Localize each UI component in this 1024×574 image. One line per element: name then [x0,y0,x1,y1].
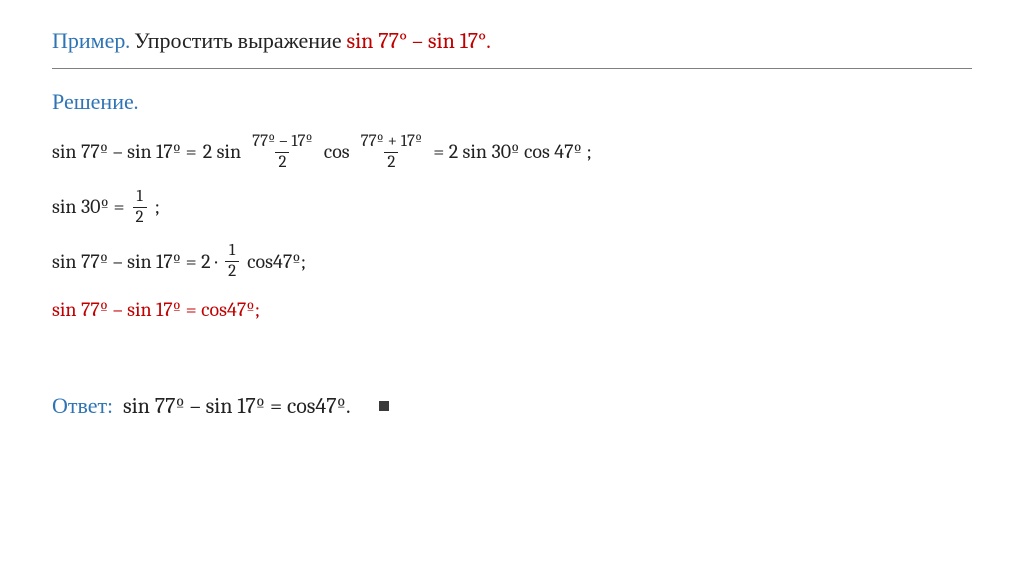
frac-den: 2 [225,261,239,281]
example-prompt: Упростить выражение [134,28,346,54]
answer-label: Ответ: [52,393,113,419]
qed-square-icon [379,401,389,411]
step-1-result: = 2 sin 30º cos 47º ; [433,139,592,165]
example-title: Пример. Упростить выражение sin 77° – si… [52,28,972,54]
step-4-text: sin 77º – sin 17º = cos47º; [52,297,260,323]
frac-den: 2 [384,152,398,172]
step-2-lhs: sin 30º = [52,194,125,220]
step-1-lhs: sin 77º – sin 17º = [52,139,197,165]
example-expression: sin 77° – sin 17°. [346,28,490,54]
step-2: sin 30º = 1 2 ; [52,188,972,227]
answer-expression: sin 77º – sin 17º = cos47º. [123,393,351,419]
step-4-result: sin 77º – sin 17º = cos47º; [52,297,972,323]
step-1: sin 77º – sin 17º = 2 sin 77º – 17º 2 co… [52,133,972,172]
frac-num: 77º + 17º [358,133,426,152]
step-1-cos: cos [324,139,350,165]
step-3-frac: 1 2 [225,242,239,281]
step-3-tail: cos47º; [247,249,306,275]
example-label: Пример. [52,28,129,54]
step-3-lhs: sin 77º – sin 17º = 2 · [52,249,217,275]
step-1-frac1: 77º – 17º 2 [249,133,316,172]
frac-num: 1 [133,188,145,207]
frac-num: 77º – 17º [249,133,316,152]
step-1-frac2: 77º + 17º 2 [358,133,426,172]
step-1-twosin: 2 sin [203,139,241,165]
solution-heading: Решение. [52,89,972,115]
answer: Ответ: sin 77º – sin 17º = cos47º. [52,393,972,419]
divider [52,68,972,69]
page: Пример. Упростить выражение sin 77° – si… [0,0,1024,419]
frac-den: 2 [133,207,147,227]
frac-den: 2 [275,152,289,172]
step-2-tail: ; [155,194,160,220]
step-2-frac: 1 2 [133,188,147,227]
frac-num: 1 [226,242,238,261]
step-3: sin 77º – sin 17º = 2 · 1 2 cos47º; [52,242,972,281]
